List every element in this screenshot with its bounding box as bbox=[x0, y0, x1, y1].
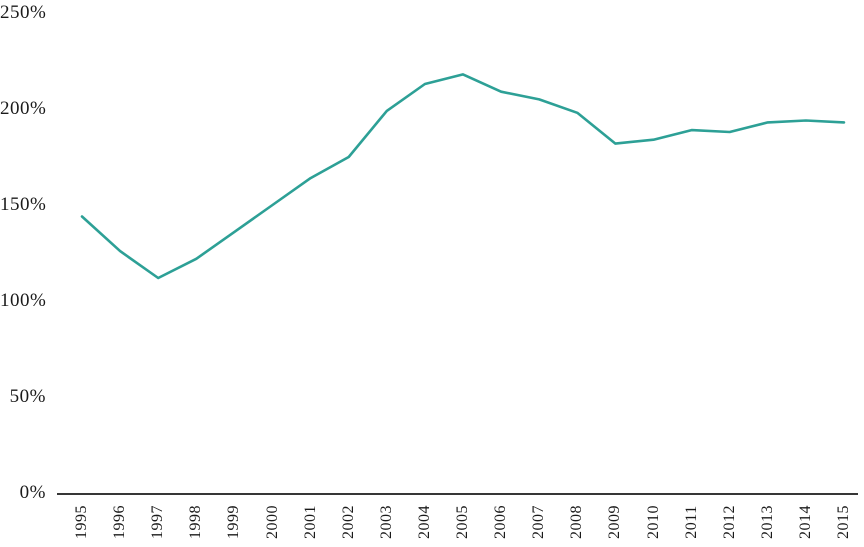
data-series-line bbox=[80, 73, 846, 280]
x-tick-label: 2015 bbox=[835, 505, 852, 539]
x-tick-label: 2002 bbox=[339, 505, 357, 539]
x-tick-label: 2008 bbox=[568, 505, 586, 539]
y-tick-label: 100% bbox=[0, 290, 47, 311]
y-tick-label: 150% bbox=[0, 194, 47, 215]
y-tick-label: 200% bbox=[0, 98, 47, 119]
x-tick-label: 2003 bbox=[377, 505, 395, 539]
x-tick-label: 2014 bbox=[796, 505, 814, 539]
x-tick-label: 2000 bbox=[263, 505, 281, 539]
x-tick-label: 1996 bbox=[111, 505, 129, 539]
x-tick-label: 2004 bbox=[415, 505, 433, 539]
x-tick-label: 2006 bbox=[492, 505, 510, 539]
y-tick-label: 0% bbox=[19, 482, 46, 503]
x-tick-label: 2005 bbox=[454, 505, 471, 539]
y-tick-label: 250% bbox=[0, 2, 47, 23]
x-tick-label: 1995 bbox=[73, 505, 90, 539]
x-tick-label: 1998 bbox=[187, 505, 205, 539]
x-tick-label: 2007 bbox=[530, 505, 548, 539]
x-tick-label: 1999 bbox=[225, 505, 243, 539]
y-tick-label: 50% bbox=[9, 386, 46, 407]
x-tick-label: 2009 bbox=[606, 505, 624, 539]
x-tick-label: 2001 bbox=[301, 505, 319, 539]
x-tick-label: 1997 bbox=[149, 505, 167, 539]
x-tick-label: 2012 bbox=[720, 505, 738, 539]
x-tick-label: 2013 bbox=[758, 505, 776, 539]
x-tick-label: 2010 bbox=[644, 505, 662, 539]
x-tick-label: 2011 bbox=[682, 505, 700, 539]
